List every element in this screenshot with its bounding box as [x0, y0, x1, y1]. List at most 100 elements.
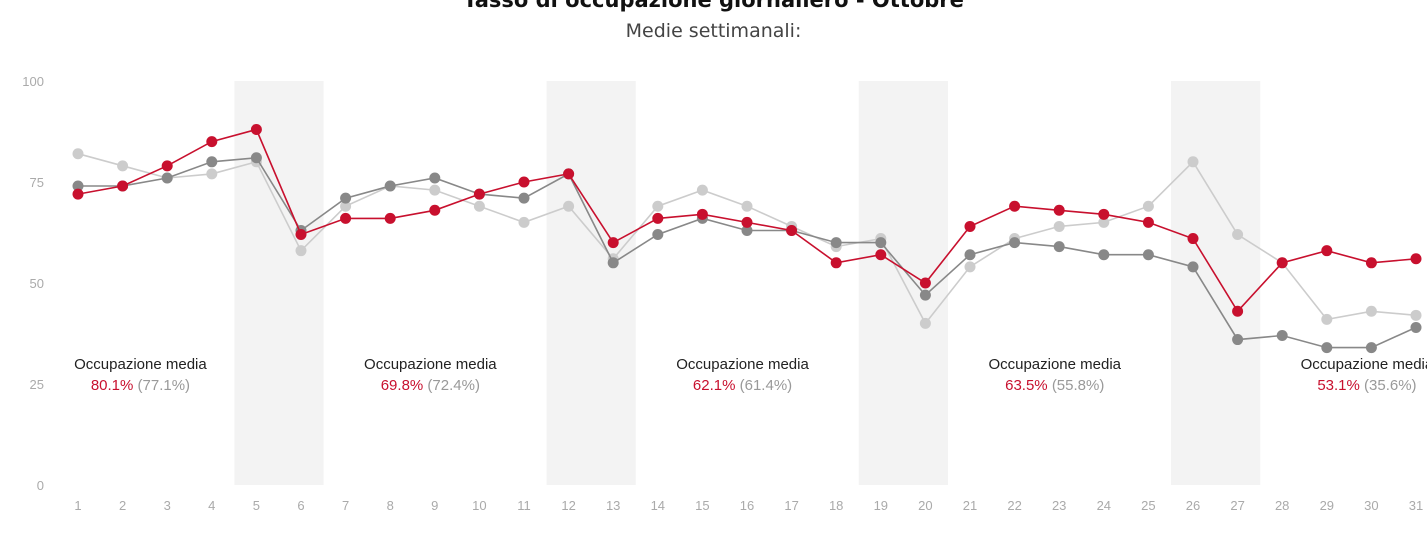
- x-tick-label-1: 1: [74, 498, 81, 513]
- annotation-1-current: 80.1%: [91, 377, 138, 394]
- series-2-point-22: [1009, 237, 1021, 249]
- series-3-point-22: [1009, 200, 1021, 212]
- series-3-point-11: [518, 176, 530, 188]
- series-1-point-14: [652, 200, 664, 212]
- y-tick-label-25: 25: [30, 377, 44, 392]
- annotation-4-current: 63.5%: [1005, 377, 1052, 394]
- x-tick-label-10: 10: [472, 498, 486, 513]
- x-tick-label-21: 21: [963, 498, 977, 513]
- y-tick-label-0: 0: [37, 478, 44, 493]
- series-1-point-7: [340, 200, 352, 212]
- series-1-point-9: [429, 184, 441, 196]
- annotation-1-previous: (77.1%): [138, 377, 191, 394]
- x-tick-label-11: 11: [517, 498, 531, 513]
- series-1-point-6: [295, 245, 307, 257]
- x-tick-label-28: 28: [1275, 498, 1289, 513]
- x-tick-label-9: 9: [431, 498, 438, 513]
- annotation-3-previous: (61.4%): [740, 377, 793, 394]
- y-tick-label-75: 75: [30, 175, 44, 190]
- series-3-point-29: [1321, 245, 1333, 257]
- annotation-2-previous: (72.4%): [427, 377, 480, 394]
- annotation-5-previous: (35.6%): [1364, 377, 1417, 394]
- series-3-point-24: [1098, 208, 1110, 220]
- y-tick-label-50: 50: [30, 276, 44, 291]
- x-tick-label-5: 5: [253, 498, 260, 513]
- series-3-point-3: [161, 160, 173, 172]
- series-2-point-8: [384, 180, 396, 192]
- annotation-2-current: 69.8%: [381, 377, 428, 394]
- annotation-2-label: Occupazione media: [364, 356, 497, 373]
- series-1-point-26: [1187, 156, 1199, 168]
- series-3-point-15: [696, 208, 708, 220]
- series-2-point-19: [875, 237, 887, 249]
- series-3-point-23: [1053, 204, 1065, 216]
- series-3-point-2: [117, 180, 129, 192]
- series-2-point-1: [72, 180, 84, 192]
- series-2-point-24: [1098, 249, 1110, 261]
- series-2-point-3: [161, 172, 173, 184]
- x-tick-label-13: 13: [606, 498, 620, 513]
- series-3-point-9: [429, 204, 441, 216]
- series-3-point-21: [964, 220, 976, 232]
- series-1-point-27: [1232, 229, 1244, 241]
- series-3-point-31: [1410, 253, 1422, 265]
- x-tick-label-6: 6: [297, 498, 304, 513]
- series-3-point-16: [741, 216, 753, 228]
- x-tick-label-4: 4: [208, 498, 215, 513]
- series-3-point-12: [563, 168, 575, 180]
- annotation-1-label: Occupazione media: [74, 356, 207, 373]
- x-tick-label-24: 24: [1097, 498, 1111, 513]
- series-3-point-30: [1365, 257, 1377, 269]
- series-2-point-31: [1410, 321, 1422, 333]
- y-tick-label-100: 100: [22, 74, 44, 89]
- annotation-4-previous: (55.8%): [1052, 377, 1105, 394]
- series-3-point-20: [919, 277, 931, 289]
- series-1-point-31: [1410, 309, 1422, 321]
- series-2-point-18: [830, 237, 842, 249]
- x-tick-label-31: 31: [1409, 498, 1423, 513]
- series-2-point-30: [1365, 342, 1377, 354]
- shaded-band-5: [234, 81, 324, 485]
- series-3-point-7: [340, 212, 352, 224]
- series-1-point-23: [1053, 220, 1065, 232]
- series-2-point-14: [652, 229, 664, 241]
- series-3-point-13: [607, 237, 619, 249]
- series-3-point-1: [72, 188, 84, 200]
- chart-title: Tasso di occupazione giornaliero - Ottob…: [463, 0, 964, 12]
- series-1-point-4: [206, 168, 218, 180]
- series-1-point-24: [1098, 216, 1110, 228]
- series-2-point-7: [340, 192, 352, 204]
- series-2-point-26: [1187, 261, 1199, 273]
- series-3-point-27: [1232, 305, 1244, 317]
- x-tick-label-2: 2: [119, 498, 126, 513]
- series-2-point-20: [919, 289, 931, 301]
- series-2-point-21: [964, 249, 976, 261]
- series-3-point-14: [652, 212, 664, 224]
- x-tick-label-20: 20: [918, 498, 932, 513]
- annotation-4-label: Occupazione media: [988, 356, 1121, 373]
- series-2-point-28: [1276, 330, 1288, 342]
- series-2-point-13: [607, 257, 619, 269]
- chart-subtitle: Medie settimanali:: [625, 20, 802, 42]
- series-2-point-27: [1232, 334, 1244, 346]
- series-2-point-25: [1142, 249, 1154, 261]
- x-tick-label-15: 15: [695, 498, 709, 513]
- series-3-point-26: [1187, 233, 1199, 245]
- x-tick-label-7: 7: [342, 498, 349, 513]
- annotation-5-label: Occupazione media: [1301, 356, 1427, 373]
- x-tick-label-3: 3: [164, 498, 171, 513]
- series-1-point-25: [1142, 200, 1154, 212]
- series-3-point-5: [250, 123, 262, 135]
- x-tick-label-27: 27: [1230, 498, 1244, 513]
- series-2-point-9: [429, 172, 441, 184]
- x-tick-label-8: 8: [387, 498, 394, 513]
- annotation-1-values: 80.1% (77.1%): [91, 377, 190, 394]
- series-2-point-16: [741, 224, 753, 236]
- series-3-point-6: [295, 229, 307, 241]
- series-1-point-11: [518, 216, 530, 228]
- series-3-point-8: [384, 212, 396, 224]
- series-2-point-5: [250, 152, 262, 164]
- series-1-point-2: [117, 160, 129, 172]
- x-tick-label-30: 30: [1364, 498, 1378, 513]
